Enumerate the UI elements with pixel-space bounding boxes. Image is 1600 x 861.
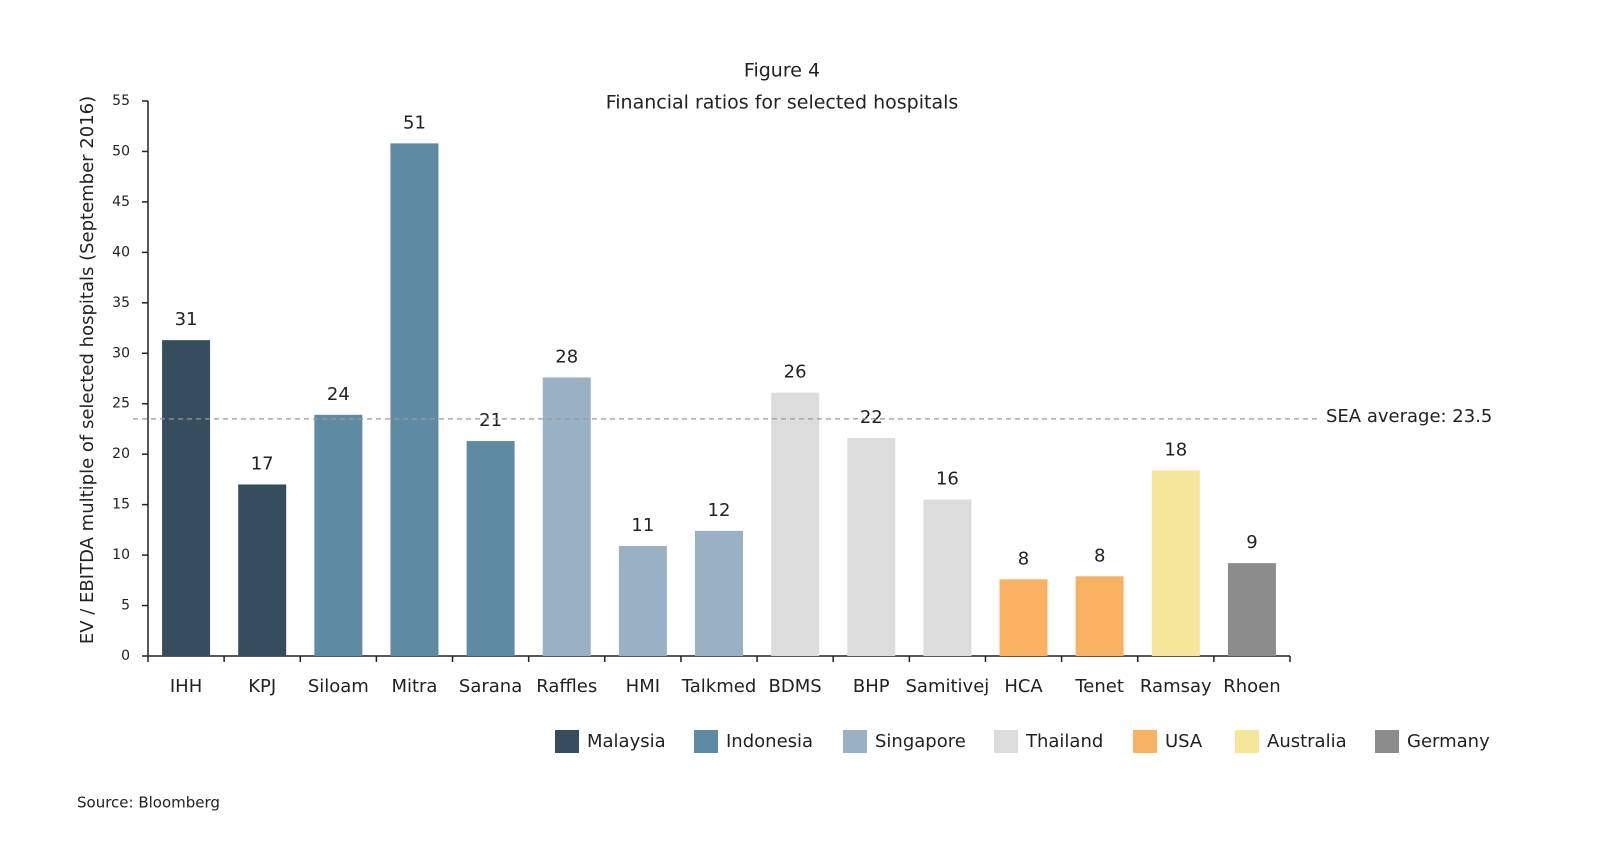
- data-label: 31: [175, 309, 198, 330]
- x-tick-label: BDMS: [769, 676, 822, 697]
- bar: [618, 546, 667, 656]
- x-tick-label: Rhoen: [1223, 676, 1280, 697]
- x-tick-label: Siloam: [308, 676, 369, 697]
- legend-swatch: [1133, 730, 1157, 753]
- bar: [542, 377, 591, 656]
- y-tick-label: 55: [112, 93, 130, 109]
- data-label: 12: [708, 500, 731, 521]
- y-tick-label: 40: [112, 244, 130, 260]
- x-tick-label: BHP: [853, 676, 890, 697]
- y-tick-label: 50: [112, 143, 130, 159]
- legend-label: USA: [1165, 731, 1203, 752]
- data-label: 22: [860, 407, 883, 428]
- y-tick-label: 25: [112, 396, 130, 412]
- legend-label: Singapore: [875, 731, 966, 752]
- bar: [695, 530, 743, 656]
- bar: [771, 392, 820, 656]
- y-axis-label: EV / EBITDA multiple of selected hospita…: [77, 96, 98, 644]
- legend-swatch: [1235, 730, 1259, 753]
- data-label: 9: [1246, 532, 1257, 553]
- legend-swatch: [555, 730, 579, 753]
- y-tick-label: 35: [112, 295, 130, 311]
- x-tick-label: Tenet: [1074, 676, 1124, 697]
- y-tick-label: 10: [112, 547, 130, 563]
- x-tick-label: Ramsay: [1140, 676, 1212, 697]
- data-label: 8: [1094, 545, 1105, 566]
- chart-title: Figure 4: [744, 60, 820, 82]
- legend-label: Australia: [1267, 731, 1347, 752]
- legend-label: Malaysia: [587, 731, 666, 752]
- data-label: 11: [631, 515, 654, 536]
- legend-label: Indonesia: [726, 731, 813, 752]
- legend-swatch: [843, 730, 867, 753]
- x-tick-label: Mitra: [391, 676, 437, 697]
- bar: [847, 438, 896, 656]
- data-label: 51: [403, 112, 426, 133]
- y-tick-label: 20: [112, 446, 130, 462]
- x-tick-label: Raffles: [536, 676, 597, 697]
- data-label: 8: [1018, 548, 1029, 569]
- bar: [1227, 563, 1276, 656]
- x-tick-label: KPJ: [248, 676, 276, 697]
- legend-swatch: [694, 730, 718, 753]
- data-label: 18: [1164, 439, 1187, 460]
- x-tick-label: Talkmed: [681, 676, 757, 697]
- x-tick-label: Sarana: [459, 676, 522, 697]
- legend-label: Germany: [1407, 731, 1490, 752]
- x-tick-label: Samitivej: [906, 676, 990, 697]
- legend-swatch: [1375, 730, 1399, 753]
- x-tick-label: HMI: [626, 676, 660, 697]
- source-note: Source: Bloomberg: [77, 794, 220, 812]
- legend-label: Thailand: [1025, 731, 1103, 752]
- x-tick-label: HCA: [1004, 676, 1043, 697]
- y-tick-label: 5: [121, 598, 130, 614]
- reference-label: SEA average: 23.5: [1326, 406, 1492, 427]
- y-tick-label: 30: [112, 345, 130, 361]
- data-label: 24: [327, 384, 350, 405]
- bar: [1151, 470, 1200, 656]
- bar: [390, 143, 439, 656]
- bar: [466, 441, 515, 656]
- data-label: 26: [784, 362, 807, 383]
- data-label: 21: [479, 410, 502, 431]
- legend-swatch: [994, 730, 1018, 753]
- y-tick-label: 0: [121, 648, 130, 664]
- data-label: 17: [251, 453, 274, 474]
- bar: [162, 340, 211, 656]
- y-tick-label: 15: [112, 497, 130, 513]
- data-label: 16: [936, 469, 959, 490]
- bar: [314, 414, 363, 656]
- y-tick-label: 45: [112, 194, 130, 210]
- chart-subtitle: Financial ratios for selected hospitals: [606, 92, 959, 114]
- data-label: 28: [555, 346, 578, 367]
- bar: [238, 484, 287, 656]
- bar: [999, 579, 1048, 656]
- bar: [923, 499, 972, 656]
- x-tick-label: IHH: [170, 676, 202, 697]
- bar: [1075, 576, 1124, 656]
